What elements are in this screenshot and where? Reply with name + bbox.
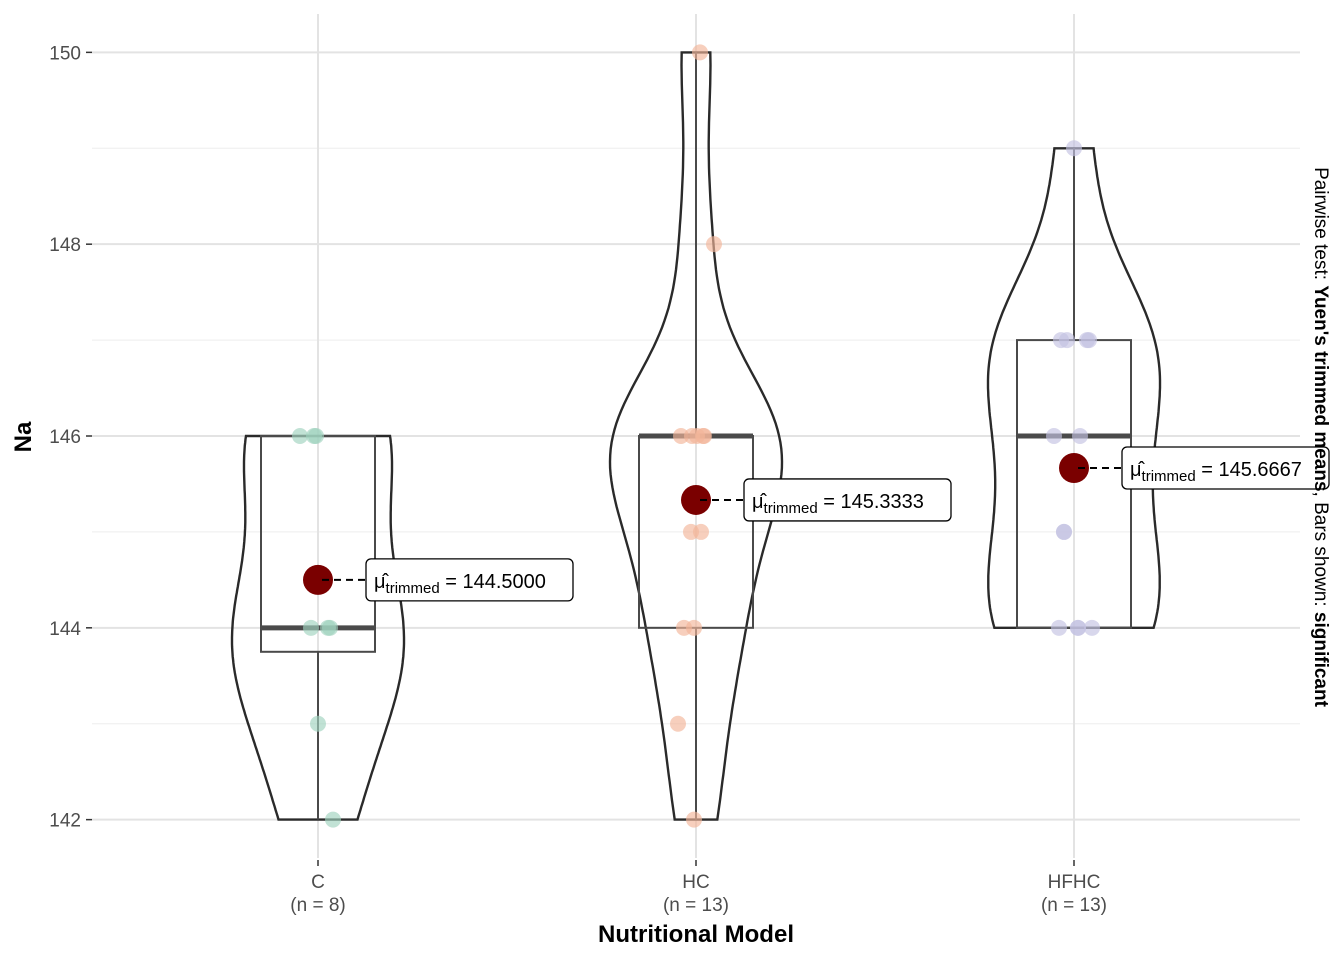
y-axis-ticks: 142 144 146 148 150	[49, 43, 92, 832]
y-tick-label: 142	[49, 811, 81, 832]
violin-c	[230, 434, 406, 821]
y-tick-label: 146	[49, 427, 81, 448]
data-point	[1046, 428, 1062, 444]
data-point	[292, 428, 308, 444]
side-note-test: Yuen's trimmed means	[1310, 285, 1331, 491]
data-point	[320, 619, 336, 636]
mean-label: μ̂trimmed = 144.5000	[374, 571, 546, 597]
data-point	[306, 428, 322, 444]
side-note-middle: , Bars shown:	[1310, 492, 1331, 612]
data-point	[673, 428, 689, 444]
x-tick-label: HC	[682, 872, 709, 893]
side-note-bars: significant	[1310, 612, 1331, 708]
mean-subscript: trimmed	[1142, 468, 1196, 485]
y-axis-title: Na	[10, 421, 37, 452]
data-point	[692, 44, 708, 61]
mean-value: = 144.5000	[440, 571, 546, 593]
data-point	[303, 619, 319, 636]
data-point	[1079, 332, 1095, 349]
data-point	[1066, 140, 1082, 157]
data-point	[1070, 619, 1086, 636]
mean-subscript: trimmed	[764, 500, 818, 517]
data-point	[684, 428, 700, 444]
y-tick-label: 144	[49, 619, 81, 640]
mean-label-box	[743, 478, 952, 522]
side-note-prefix: Pairwise test:	[1310, 167, 1331, 285]
y-tick-label: 148	[49, 235, 81, 256]
x-axis-ticks: C(n = 8)HC(n = 13)HFHC(n = 13)	[290, 860, 1107, 916]
data-point	[1084, 619, 1100, 636]
trimmed-mean-point	[1059, 452, 1089, 483]
data-point	[1072, 428, 1088, 444]
data-point	[1051, 619, 1067, 636]
data-point	[1053, 332, 1069, 349]
data-point	[683, 523, 699, 540]
data-point	[686, 811, 702, 828]
trimmed-mean-point	[681, 484, 711, 515]
mean-subscript: trimmed	[386, 580, 440, 597]
y-tick-label: 150	[49, 43, 81, 64]
data-point	[706, 236, 722, 253]
data-points	[292, 44, 1100, 828]
x-tick-label: HFHC	[1048, 872, 1101, 893]
mean-label: μ̂trimmed = 145.3333	[752, 491, 924, 517]
violin-hc	[608, 51, 784, 821]
x-tick-n-label: (n = 13)	[1041, 895, 1107, 916]
trimmed-means: μ̂trimmed = 144.5000 μ̂trimmed = 145.3333…	[303, 446, 1330, 602]
x-axis-title: Nutritional Model	[598, 921, 794, 948]
x-tick-n-label: (n = 8)	[290, 895, 345, 916]
data-point	[310, 715, 326, 732]
data-point	[325, 811, 341, 828]
x-tick-label: C	[311, 872, 325, 893]
mean-value: = 145.3333	[818, 491, 924, 513]
x-tick-n-label: (n = 13)	[663, 895, 729, 916]
side-note: Pairwise test: Yuen's trimmed means, Bar…	[1310, 167, 1331, 708]
data-point	[1056, 523, 1072, 540]
mean-label-box	[365, 558, 574, 602]
mean-label-box	[1121, 446, 1330, 490]
data-point	[676, 619, 692, 636]
data-point	[670, 715, 686, 732]
mean-value: = 145.6667	[1196, 459, 1302, 481]
trimmed-mean-point	[303, 564, 333, 595]
